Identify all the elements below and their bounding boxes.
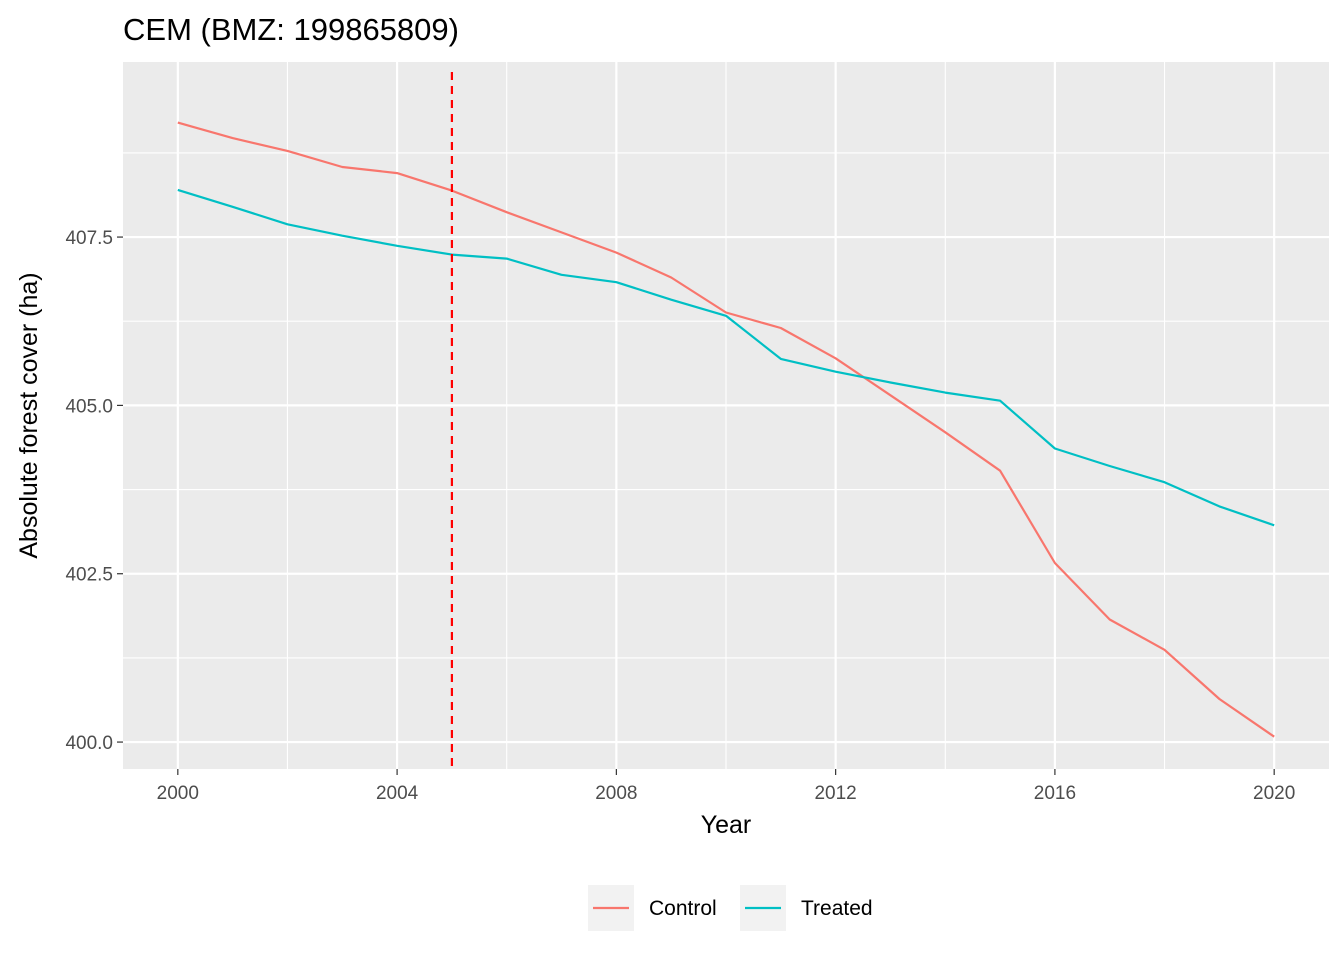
grid-minor <box>123 62 1329 769</box>
y-tick-label: 405.0 <box>65 396 113 417</box>
x-tick-label: 2008 <box>595 783 637 804</box>
y-axis-ticks: 400.0 402.5 405.0 407.5 <box>65 228 123 754</box>
y-tick-label: 407.5 <box>65 228 113 249</box>
x-tick-label: 2000 <box>157 783 199 804</box>
series-line-treated <box>177 188 1275 527</box>
legend: Control Treated <box>588 885 873 931</box>
x-axis-title: Year <box>701 811 752 839</box>
series-lines <box>177 121 1275 738</box>
x-axis-ticks: 2000 2004 2008 2012 2016 2020 <box>157 769 1295 804</box>
y-axis-title: Absolute forest cover (ha) <box>15 272 43 558</box>
grid-major <box>123 62 1329 769</box>
legend-label-control: Control <box>649 897 717 920</box>
y-tick-label: 400.0 <box>65 733 113 754</box>
x-tick-label: 2016 <box>1034 783 1076 804</box>
x-tick-label: 2020 <box>1253 783 1295 804</box>
y-tick-label: 402.5 <box>65 565 113 586</box>
series-line-control <box>177 121 1275 738</box>
chart-title: CEM (BMZ: 199865809) <box>123 12 459 47</box>
x-tick-label: 2004 <box>376 783 419 804</box>
legend-label-treated: Treated <box>801 897 873 920</box>
x-tick-label: 2012 <box>814 783 856 804</box>
